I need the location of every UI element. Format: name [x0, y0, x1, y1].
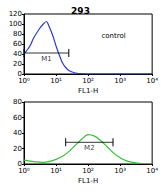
svg-text:0: 0	[17, 70, 22, 78]
svg-text:80: 80	[13, 30, 22, 38]
svg-text:10⁰: 10⁰	[18, 167, 30, 175]
svg-text:40: 40	[13, 129, 22, 137]
svg-text:100: 100	[9, 20, 22, 28]
svg-text:10³: 10³	[114, 77, 126, 85]
svg-text:M1: M1	[41, 55, 52, 63]
svg-text:20: 20	[13, 60, 22, 68]
svg-text:293: 293	[71, 6, 90, 16]
svg-text:20: 20	[13, 145, 22, 153]
svg-text:FL1-H: FL1-H	[78, 177, 98, 185]
svg-text:M2: M2	[84, 144, 95, 152]
svg-text:10²: 10²	[82, 77, 94, 85]
svg-text:60: 60	[13, 114, 22, 122]
svg-text:10⁴: 10⁴	[146, 167, 158, 175]
svg-text:control: control	[101, 32, 125, 40]
svg-text:40: 40	[13, 50, 22, 58]
svg-text:FL1-H: FL1-H	[78, 87, 98, 95]
svg-text:10³: 10³	[114, 167, 126, 175]
svg-text:0: 0	[17, 160, 22, 168]
svg-text:10⁴: 10⁴	[146, 77, 158, 85]
svg-text:10²: 10²	[82, 167, 94, 175]
svg-text:60: 60	[13, 40, 22, 48]
svg-text:120: 120	[9, 10, 22, 18]
svg-text:10⁰: 10⁰	[18, 77, 30, 85]
svg-text:10¹: 10¹	[50, 77, 62, 85]
svg-text:10¹: 10¹	[50, 167, 62, 175]
svg-text:80: 80	[13, 98, 22, 106]
